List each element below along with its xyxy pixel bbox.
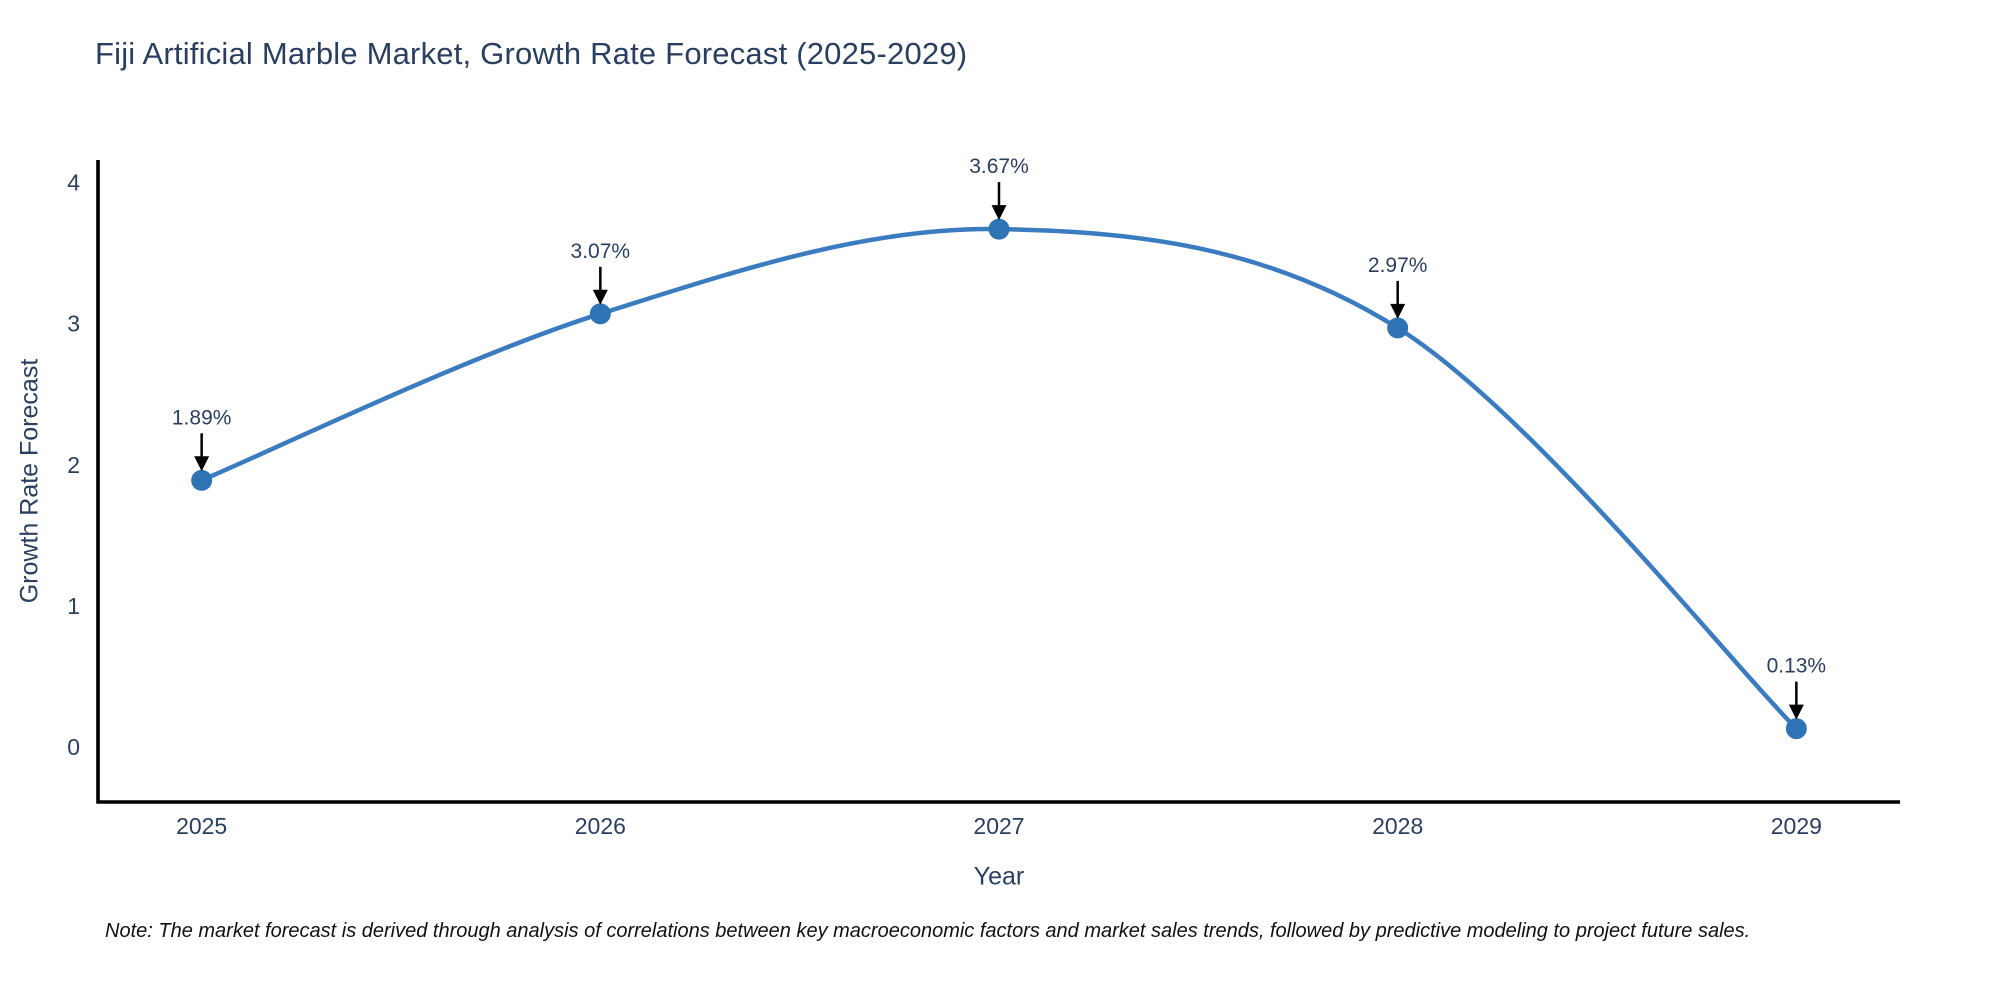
y-tick-label: 0 (67, 734, 80, 760)
annotation-arrowhead-icon (1390, 303, 1406, 319)
annotation-arrowhead-icon (194, 456, 210, 472)
annotation-arrowhead-icon (991, 205, 1007, 221)
data-point-2028[interactable] (1387, 317, 1409, 339)
x-tick-label: 2025 (176, 813, 227, 839)
annotation-label: 2.97% (1368, 254, 1428, 277)
data-point-2025[interactable] (191, 469, 213, 491)
annotation-label: 3.07% (571, 240, 631, 263)
data-point-2026[interactable] (589, 303, 611, 325)
series-line (199, 226, 1799, 731)
footnote: Note: The market forecast is derived thr… (105, 920, 1751, 942)
y-tick-label: 1 (67, 593, 80, 619)
annotation-arrowhead-icon (1788, 704, 1804, 720)
x-tick-label: 2026 (575, 813, 626, 839)
annotation-arrowhead-icon (592, 289, 608, 305)
data-point-2029[interactable] (1785, 718, 1807, 740)
x-tick-label: 2027 (973, 813, 1024, 839)
x-tick-label: 2029 (1771, 813, 1822, 839)
annotation-label: 1.89% (172, 406, 232, 429)
annotation-label: 3.67% (969, 155, 1029, 178)
axis-spines (96, 160, 1900, 804)
chart-title: Fiji Artificial Marble Market, Growth Ra… (95, 36, 968, 71)
y-tick-label: 3 (67, 311, 80, 337)
x-tick-label: 2028 (1372, 813, 1423, 839)
data-point-2027[interactable] (988, 218, 1010, 240)
y-tick-label: 2 (67, 452, 80, 478)
y-tick-label: 4 (67, 170, 80, 196)
annotation-label: 0.13% (1767, 655, 1827, 678)
y-axis-title: Growth Rate Forecast (15, 358, 44, 604)
x-axis-title: Year (973, 862, 1025, 891)
